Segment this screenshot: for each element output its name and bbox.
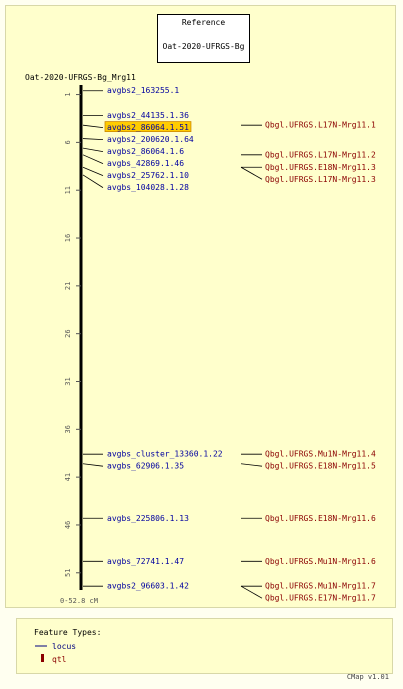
- locus-connector: [82, 124, 104, 129]
- locus-label[interactable]: avgbs2_200620.1.64: [107, 135, 194, 144]
- legend-title: Feature Types:: [34, 628, 101, 637]
- loci-group: avgbs2_163255.1 avgbs2_44135.1.36 avgbs2_8…: [82, 86, 223, 591]
- bar-icon: [41, 654, 44, 662]
- axis-tick-label: 51: [64, 569, 72, 577]
- reference-map-name[interactable]: Oat-2020-UFRGS-Bg: [162, 42, 245, 51]
- axis-tick-label: 31: [64, 377, 72, 385]
- footer-version: CMap v1.01: [346, 673, 389, 681]
- legend-item-qtl: qtl: [52, 655, 67, 664]
- axis-tick-label: 41: [64, 473, 72, 481]
- qtl-label[interactable]: Qbgl.UFRGS.E18N-Mrg11.6: [265, 514, 376, 523]
- locus-label[interactable]: avgbs2_86064.1.51: [107, 123, 189, 132]
- locus-connector: [82, 174, 104, 188]
- legend: Feature Types: locus qtl: [34, 628, 101, 664]
- axis-tick-label: 1: [64, 92, 72, 96]
- locus-label[interactable]: avgbs2_86064.1.6: [107, 147, 184, 156]
- qtl-group: Qbgl.UFRGS.L17N-Mrg11.1 Qbgl.UFRGS.L17N-M…: [240, 121, 376, 603]
- reference-heading: Reference: [181, 18, 226, 27]
- locus-label[interactable]: avgbs2_96603.1.42: [107, 582, 189, 591]
- locus-label[interactable]: avgbs_62906.1.35: [107, 462, 184, 471]
- locus-label[interactable]: avgbs_cluster_13360.1.22: [107, 450, 223, 459]
- locus-label[interactable]: avgbs_225806.1.13: [107, 514, 189, 523]
- map-title[interactable]: Oat-2020-UFRGS-Bg_Mrg11: [25, 73, 136, 82]
- locus-connector: [82, 463, 104, 467]
- locus-label[interactable]: avgbs2_163255.1: [107, 86, 179, 95]
- legend-item-locus: locus: [52, 642, 76, 651]
- qtl-connector: [240, 166, 263, 180]
- locus-label[interactable]: avgbs2_25762.1.10: [107, 171, 189, 180]
- locus-connector: [82, 154, 104, 164]
- qtl-label[interactable]: Qbgl.UFRGS.L17N-Mrg11.3: [265, 175, 376, 184]
- locus-label[interactable]: avgbs_72741.1.47: [107, 557, 184, 566]
- axis-tick-label: 11: [64, 186, 72, 194]
- map-range-label: 0-52.8 cM: [60, 597, 98, 605]
- axis-tick-label: 26: [64, 329, 72, 337]
- axis-tick-label: 21: [64, 282, 72, 290]
- qtl-label[interactable]: Qbgl.UFRGS.Mu1N-Mrg11.4: [265, 450, 376, 459]
- locus-label[interactable]: avgbs2_44135.1.36: [107, 111, 189, 120]
- qtl-connector: [240, 585, 263, 599]
- qtl-label[interactable]: Qbgl.UFRGS.E18N-Mrg11.3: [265, 163, 376, 172]
- axis-tick-label: 36: [64, 425, 72, 433]
- reference-box[interactable]: Reference Oat-2020-UFRGS-Bg: [157, 14, 250, 63]
- genetic-map: Oat-2020-UFRGS-Bg_Mrg11 1611162126313641…: [25, 73, 376, 605]
- axis-tick-label: 46: [64, 521, 72, 529]
- locus-highlight: [104, 121, 192, 133]
- qtl-label[interactable]: Qbgl.UFRGS.Mu1N-Mrg11.6: [265, 557, 376, 566]
- locus-label[interactable]: avgbs_42869.1.46: [107, 159, 184, 168]
- qtl-label[interactable]: Qbgl.UFRGS.E17N-Mrg11.7: [265, 594, 376, 603]
- qtl-label[interactable]: Qbgl.UFRGS.Mu1N-Mrg11.7: [265, 582, 376, 591]
- qtl-connector: [240, 463, 263, 467]
- qtl-label[interactable]: Qbgl.UFRGS.L17N-Mrg11.1: [265, 121, 376, 130]
- qtl-label[interactable]: Qbgl.UFRGS.L17N-Mrg11.2: [265, 150, 376, 159]
- locus-label[interactable]: avgbs_104028.1.28: [107, 183, 189, 192]
- map-panel: [5, 5, 396, 608]
- axis-tick-label: 6: [64, 140, 72, 144]
- legend-box: Feature Types: locus qtl: [16, 618, 393, 674]
- locus-connector: [82, 166, 104, 176]
- qtl-label[interactable]: Qbgl.UFRGS.E18N-Mrg11.5: [265, 462, 376, 471]
- locus-connector: [82, 138, 104, 141]
- axis-tick-label: 16: [64, 234, 72, 242]
- locus-connector: [82, 147, 104, 153]
